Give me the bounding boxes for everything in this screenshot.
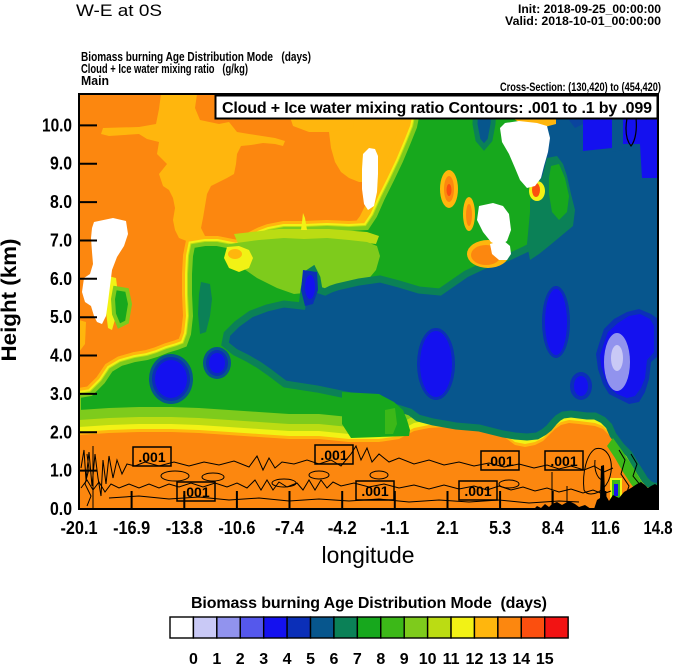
svg-text:Valid: 2018-10-01_00:00:00: Valid: 2018-10-01_00:00:00	[505, 14, 661, 28]
svg-text:-10.6: -10.6	[218, 518, 255, 538]
svg-text:1.0: 1.0	[50, 461, 72, 481]
svg-text:5: 5	[306, 651, 315, 667]
svg-text:Init: 2018-09-25_00:00:00: Init: 2018-09-25_00:00:00	[518, 2, 661, 16]
svg-text:11.6: 11.6	[591, 518, 620, 538]
svg-text:.001: .001	[550, 453, 577, 469]
svg-text:0.0: 0.0	[50, 499, 72, 519]
svg-text:.001: .001	[486, 453, 513, 469]
svg-text:4: 4	[283, 651, 292, 667]
svg-text:13: 13	[489, 651, 507, 667]
svg-text:4.0: 4.0	[50, 346, 72, 366]
svg-text:10: 10	[419, 651, 437, 667]
svg-text:2.0: 2.0	[50, 422, 72, 442]
svg-text:8: 8	[376, 651, 385, 667]
svg-text:-20.1: -20.1	[61, 518, 98, 538]
svg-text:3.0: 3.0	[50, 384, 72, 404]
svg-text:2.1: 2.1	[437, 518, 459, 538]
svg-text:.001: .001	[361, 483, 388, 499]
svg-text:14: 14	[512, 651, 530, 667]
svg-text:8.4: 8.4	[542, 518, 564, 538]
svg-text:14.8: 14.8	[644, 518, 673, 538]
svg-text:1: 1	[212, 651, 221, 667]
svg-text:Biomass burning Age Distributi: Biomass burning Age Distribution Mode (d…	[81, 49, 311, 64]
svg-text:longitude: longitude	[322, 542, 415, 568]
svg-text:Cross-Section: (130,420) to (4: Cross-Section: (130,420) to (454,420)	[500, 80, 661, 94]
svg-text:-7.4: -7.4	[275, 518, 304, 538]
svg-text:10.0: 10.0	[42, 115, 72, 135]
svg-text:11: 11	[443, 651, 460, 667]
svg-text:Main: Main	[81, 73, 109, 88]
svg-text:0: 0	[189, 651, 198, 667]
svg-text:Cloud + Ice water mixing ratio: Cloud + Ice water mixing ratio (g/kg)	[81, 61, 248, 76]
svg-text:12: 12	[466, 651, 484, 667]
svg-text:.001: .001	[464, 483, 491, 499]
svg-text:-4.2: -4.2	[328, 518, 357, 538]
svg-text:9.0: 9.0	[50, 154, 72, 174]
svg-text:Height (km): Height (km)	[0, 239, 21, 362]
svg-text:.001: .001	[320, 447, 347, 463]
svg-text:5.3: 5.3	[489, 518, 511, 538]
svg-text:7: 7	[353, 651, 362, 667]
svg-text:Biomass burning Age Distributi: Biomass burning Age Distribution Mode (d…	[191, 595, 547, 612]
svg-text:15: 15	[536, 651, 554, 667]
svg-text:.001: .001	[138, 449, 165, 465]
svg-text:-16.9: -16.9	[113, 518, 150, 538]
svg-text:3: 3	[259, 651, 268, 667]
svg-text:6: 6	[329, 651, 338, 667]
svg-text:2: 2	[236, 651, 245, 667]
svg-text:-13.8: -13.8	[166, 518, 203, 538]
svg-text:W-E at 0S: W-E at 0S	[76, 1, 162, 20]
svg-text:.001: .001	[182, 484, 209, 500]
svg-text:8.0: 8.0	[50, 192, 72, 212]
svg-text:7.0: 7.0	[50, 231, 72, 251]
svg-text:-1.1: -1.1	[380, 518, 409, 538]
svg-text:5.0: 5.0	[50, 307, 72, 327]
svg-text:Cloud + Ice water mixing ratio: Cloud + Ice water mixing ratio Contours:…	[222, 100, 652, 117]
svg-text:9: 9	[400, 651, 409, 667]
svg-text:6.0: 6.0	[50, 269, 72, 289]
